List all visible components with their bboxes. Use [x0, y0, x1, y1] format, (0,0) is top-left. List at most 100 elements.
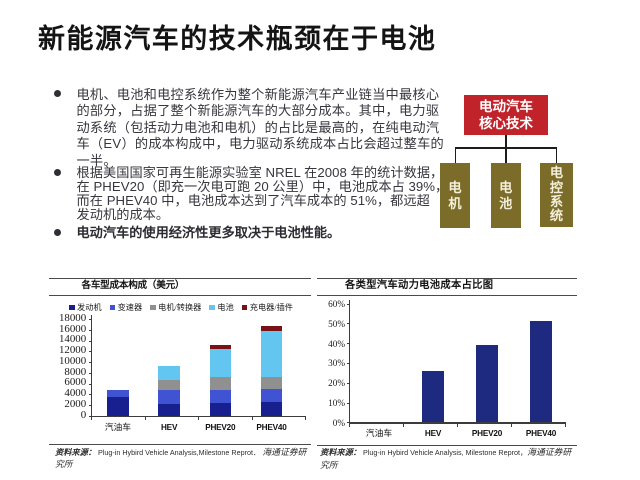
- y-tick: [346, 362, 349, 364]
- x-tick: [349, 422, 350, 427]
- y-tick: [88, 319, 92, 321]
- y-tick-label: 0%: [332, 417, 345, 428]
- legend-swatch: [241, 304, 248, 311]
- connector-drop: [555, 148, 558, 163]
- x-tick: [91, 415, 93, 421]
- y-tick: [346, 422, 349, 424]
- y-tick-label: 8000: [64, 365, 87, 378]
- diagram-child-label-char: 统: [549, 208, 564, 224]
- bar-segment-电机/转换器: [209, 376, 231, 390]
- bullet-text-line: 发动机的成本。: [76, 206, 170, 222]
- source-line-1: 资料来源： Plug-in Hybird Vehicle Analysis,Mi…: [55, 447, 306, 458]
- bullet-text-line: 电动汽车的使用经济性更多取决于电池性能。: [76, 225, 341, 241]
- x-tick: [565, 422, 566, 427]
- x-category-label: HEV: [160, 423, 178, 432]
- bar-segment-发动机: [158, 404, 180, 416]
- y-tick-label: 12000: [58, 344, 87, 357]
- source-line-1: 资料来源： Plug-in Hybird Vehicle Analysis, M…: [320, 447, 571, 458]
- y-tick: [346, 402, 349, 404]
- x-category-label: PHEV20: [205, 423, 236, 432]
- y-tick-label: 2000: [64, 397, 87, 410]
- legend-label: 充电器/插件: [249, 303, 293, 312]
- source-segment: 资料来源：: [55, 447, 96, 457]
- legend-label: 电机/转换器: [158, 303, 202, 312]
- y-tick: [88, 372, 92, 374]
- diagram-child-label-char: 系: [549, 194, 564, 209]
- bar-segment-电机/转换器: [260, 376, 283, 390]
- legend-item: 电机/转换器: [150, 303, 201, 312]
- x-tick: [198, 415, 200, 421]
- legend-label: 电池: [217, 303, 234, 312]
- source-segment: Plug-in Hybird Vehicle Analysis, Milesto…: [360, 448, 528, 458]
- y-tick-label: 10%: [328, 398, 345, 408]
- bar-segment-变速器: [158, 389, 180, 405]
- x-axis: [91, 415, 305, 418]
- y-tick-label: 40%: [328, 338, 345, 349]
- diagram-child-label-char: 机: [448, 195, 462, 211]
- legend-item: 充电器/插件: [241, 303, 293, 312]
- y-tick-label: 30%: [328, 358, 345, 369]
- connector-stem: [505, 135, 507, 148]
- diagram-child-label-char: 电: [448, 180, 462, 195]
- legend-swatch: [109, 304, 116, 311]
- diagram-root-box: 电动汽车 核心技术: [464, 95, 548, 135]
- bar-segment-发动机: [209, 402, 231, 416]
- bar-segment-电池: [158, 365, 180, 381]
- y-tick-label: 18000: [58, 311, 87, 324]
- bar: [421, 370, 445, 423]
- legend-item: 变速器: [109, 303, 143, 312]
- bar-segment-电机/转换器: [158, 380, 180, 390]
- bar: [529, 321, 553, 423]
- bar-segment-发动机: [107, 397, 129, 416]
- chart-title-rule-bottom: [317, 295, 577, 296]
- bullet-text-line: 动系统（包括动力电池和电机）的占比是最高的，在纯电动汽: [76, 119, 440, 135]
- x-category-label: HEV: [424, 429, 442, 438]
- chart-title-rule-bottom: [49, 294, 311, 296]
- y-tick: [88, 340, 92, 342]
- chart-title-rule-top: [317, 277, 577, 279]
- y-tick: [88, 329, 92, 331]
- bullet-text-line: 车（EV）的成本构成中，电力驱动系统成本占比会超过整车的: [76, 136, 444, 152]
- bullet-text-line: 在 PHEV20（即充一次电可跑 20 公里）中，电池成本占 39%，: [76, 179, 449, 195]
- source-segment: 海通证券研: [527, 447, 572, 458]
- x-category-label: 汽油车: [104, 422, 132, 432]
- bar-segment-充电器/插件: [260, 325, 283, 331]
- bullet-text-line: 电机、电池和电控系统作为整个新能源汽车产业链当中最核心: [76, 86, 440, 102]
- x-tick: [457, 422, 458, 427]
- y-tick: [88, 394, 92, 396]
- y-tick-label: 60%: [328, 299, 345, 309]
- diagram-child-box: 电机: [440, 163, 470, 228]
- source-segment: 资料来源：: [320, 448, 361, 458]
- x-tick: [251, 415, 253, 421]
- bar-segment-发动机: [260, 402, 283, 416]
- bar-segment-电池: [209, 349, 231, 377]
- y-tick: [346, 382, 349, 384]
- source-line-2: 究所: [55, 459, 73, 469]
- bullet-marker: [54, 169, 62, 177]
- y-tick: [88, 415, 92, 417]
- bullet-text-line: 一半。: [76, 152, 117, 168]
- legend-label: 变速器: [117, 303, 143, 312]
- y-tick-label: 6000: [64, 376, 87, 389]
- y-tick-label: 16000: [58, 322, 87, 335]
- y-axis: [91, 315, 93, 417]
- diagram-root-label-line2: 核心技术: [479, 116, 533, 131]
- diagram-child-label-char: 电: [549, 165, 564, 181]
- x-tick: [511, 422, 512, 427]
- legend-swatch: [209, 304, 215, 311]
- chart-title: 各车型成本构成（美元）: [81, 280, 185, 291]
- source-segment: Plug-in Hybird Vehicle Analysis,Mileston…: [95, 447, 261, 457]
- y-tick-label: 14000: [58, 333, 87, 346]
- diagram-child-label-char: 电: [499, 180, 513, 195]
- y-tick-label: 10000: [58, 354, 87, 367]
- source-rule: [317, 444, 577, 446]
- source-segment: 究所: [320, 459, 338, 470]
- bar-segment-电池: [260, 330, 283, 377]
- y-axis: [349, 299, 351, 424]
- diagram-child-box: 电控系统: [540, 163, 573, 227]
- connector-drop: [505, 148, 507, 163]
- chart-title-rule-top: [49, 277, 311, 279]
- x-category-label: 汽油车: [365, 428, 393, 438]
- y-tick-label: 0: [80, 408, 87, 421]
